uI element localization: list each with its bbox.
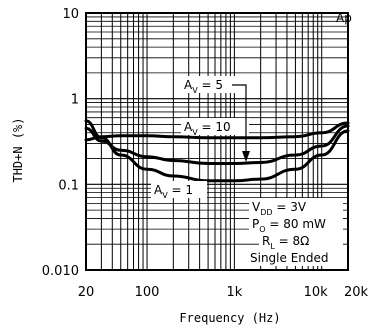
data-curves [84, 119, 350, 183]
y-tick-label: 0.1 [58, 178, 79, 193]
label-vdd-bg [249, 198, 343, 215]
label-av1: AV = 1 [154, 183, 193, 200]
y-tick-label: 1 [71, 93, 79, 108]
label-single-ended: Single Ended [250, 251, 329, 265]
y-axis-title: THD+N (%) [11, 117, 25, 182]
label-av10: AV = 10 [184, 120, 231, 137]
label-rl-bg [259, 232, 343, 249]
series-line-1 [84, 124, 350, 165]
av5-leader-line [232, 84, 247, 153]
series-line-2 [84, 121, 350, 142]
x-tick-label: 100 [135, 285, 160, 300]
x-tick-label: 20k [344, 285, 369, 300]
label-av5-bg [181, 76, 243, 93]
av5-arrow-head [242, 151, 250, 162]
label-av1-bg [151, 181, 207, 198]
plot-border [85, 12, 349, 271]
label-po-bg [249, 215, 343, 232]
y-tick-label: 0.010 [42, 264, 79, 279]
x-tick-label: 10k [304, 285, 329, 300]
label-single-ended-bg [247, 249, 343, 266]
ap-logo: Ap [336, 11, 352, 25]
plot-frame [85, 12, 349, 271]
label-po: PO = 80 mW [252, 217, 326, 234]
label-av10-bg [181, 118, 249, 135]
x-tick-label: 1k [226, 285, 242, 300]
label-vdd: VDD = 3V [252, 200, 307, 217]
x-axis-title: Frequency (Hz) [179, 311, 280, 325]
series-line-3 [84, 119, 350, 183]
y-tick-label: 10 [62, 7, 79, 22]
label-rl: RL = 8Ω [262, 234, 309, 251]
x-tick-label: 20 [78, 285, 95, 300]
label-av5: AV = 5 [184, 78, 223, 95]
tick-labels: 20 100 1k 10k 20k 10 1 0.1 0.010 [42, 7, 369, 300]
